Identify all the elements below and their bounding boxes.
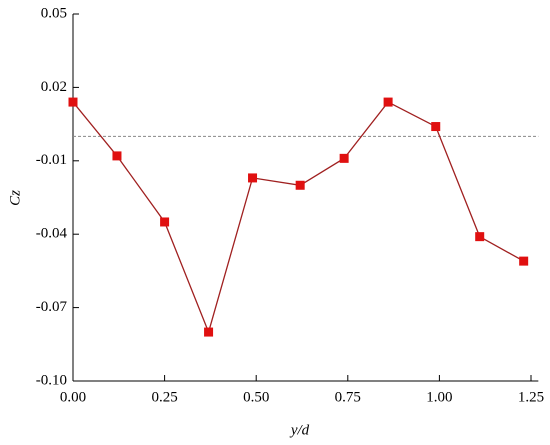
y-tick-label: 0.05 <box>41 5 67 21</box>
x-tick-label: 0.00 <box>60 389 86 405</box>
marker <box>160 217 170 227</box>
marker <box>68 97 78 107</box>
marker <box>519 256 529 266</box>
x-tick-label: 1.00 <box>426 389 452 405</box>
x-axis-label: y/d <box>289 422 310 438</box>
y-tick-label: -0.04 <box>36 226 68 242</box>
marker <box>431 122 441 132</box>
y-axis-label: Cz <box>7 190 23 206</box>
x-tick-label: 0.75 <box>335 389 361 405</box>
marker <box>248 173 258 183</box>
marker <box>112 151 122 161</box>
y-tick-label: -0.01 <box>36 152 67 168</box>
x-tick-label: 0.50 <box>243 389 269 405</box>
marker <box>204 327 214 337</box>
marker <box>383 97 393 107</box>
x-tick-label: 0.25 <box>151 389 177 405</box>
y-tick-label: -0.10 <box>36 372 67 388</box>
marker <box>475 232 485 242</box>
marker <box>339 153 349 163</box>
x-tick-label: 1.25 <box>518 389 544 405</box>
marker <box>295 180 305 190</box>
y-tick-label: -0.07 <box>36 299 68 315</box>
y-tick-label: 0.02 <box>41 79 67 95</box>
